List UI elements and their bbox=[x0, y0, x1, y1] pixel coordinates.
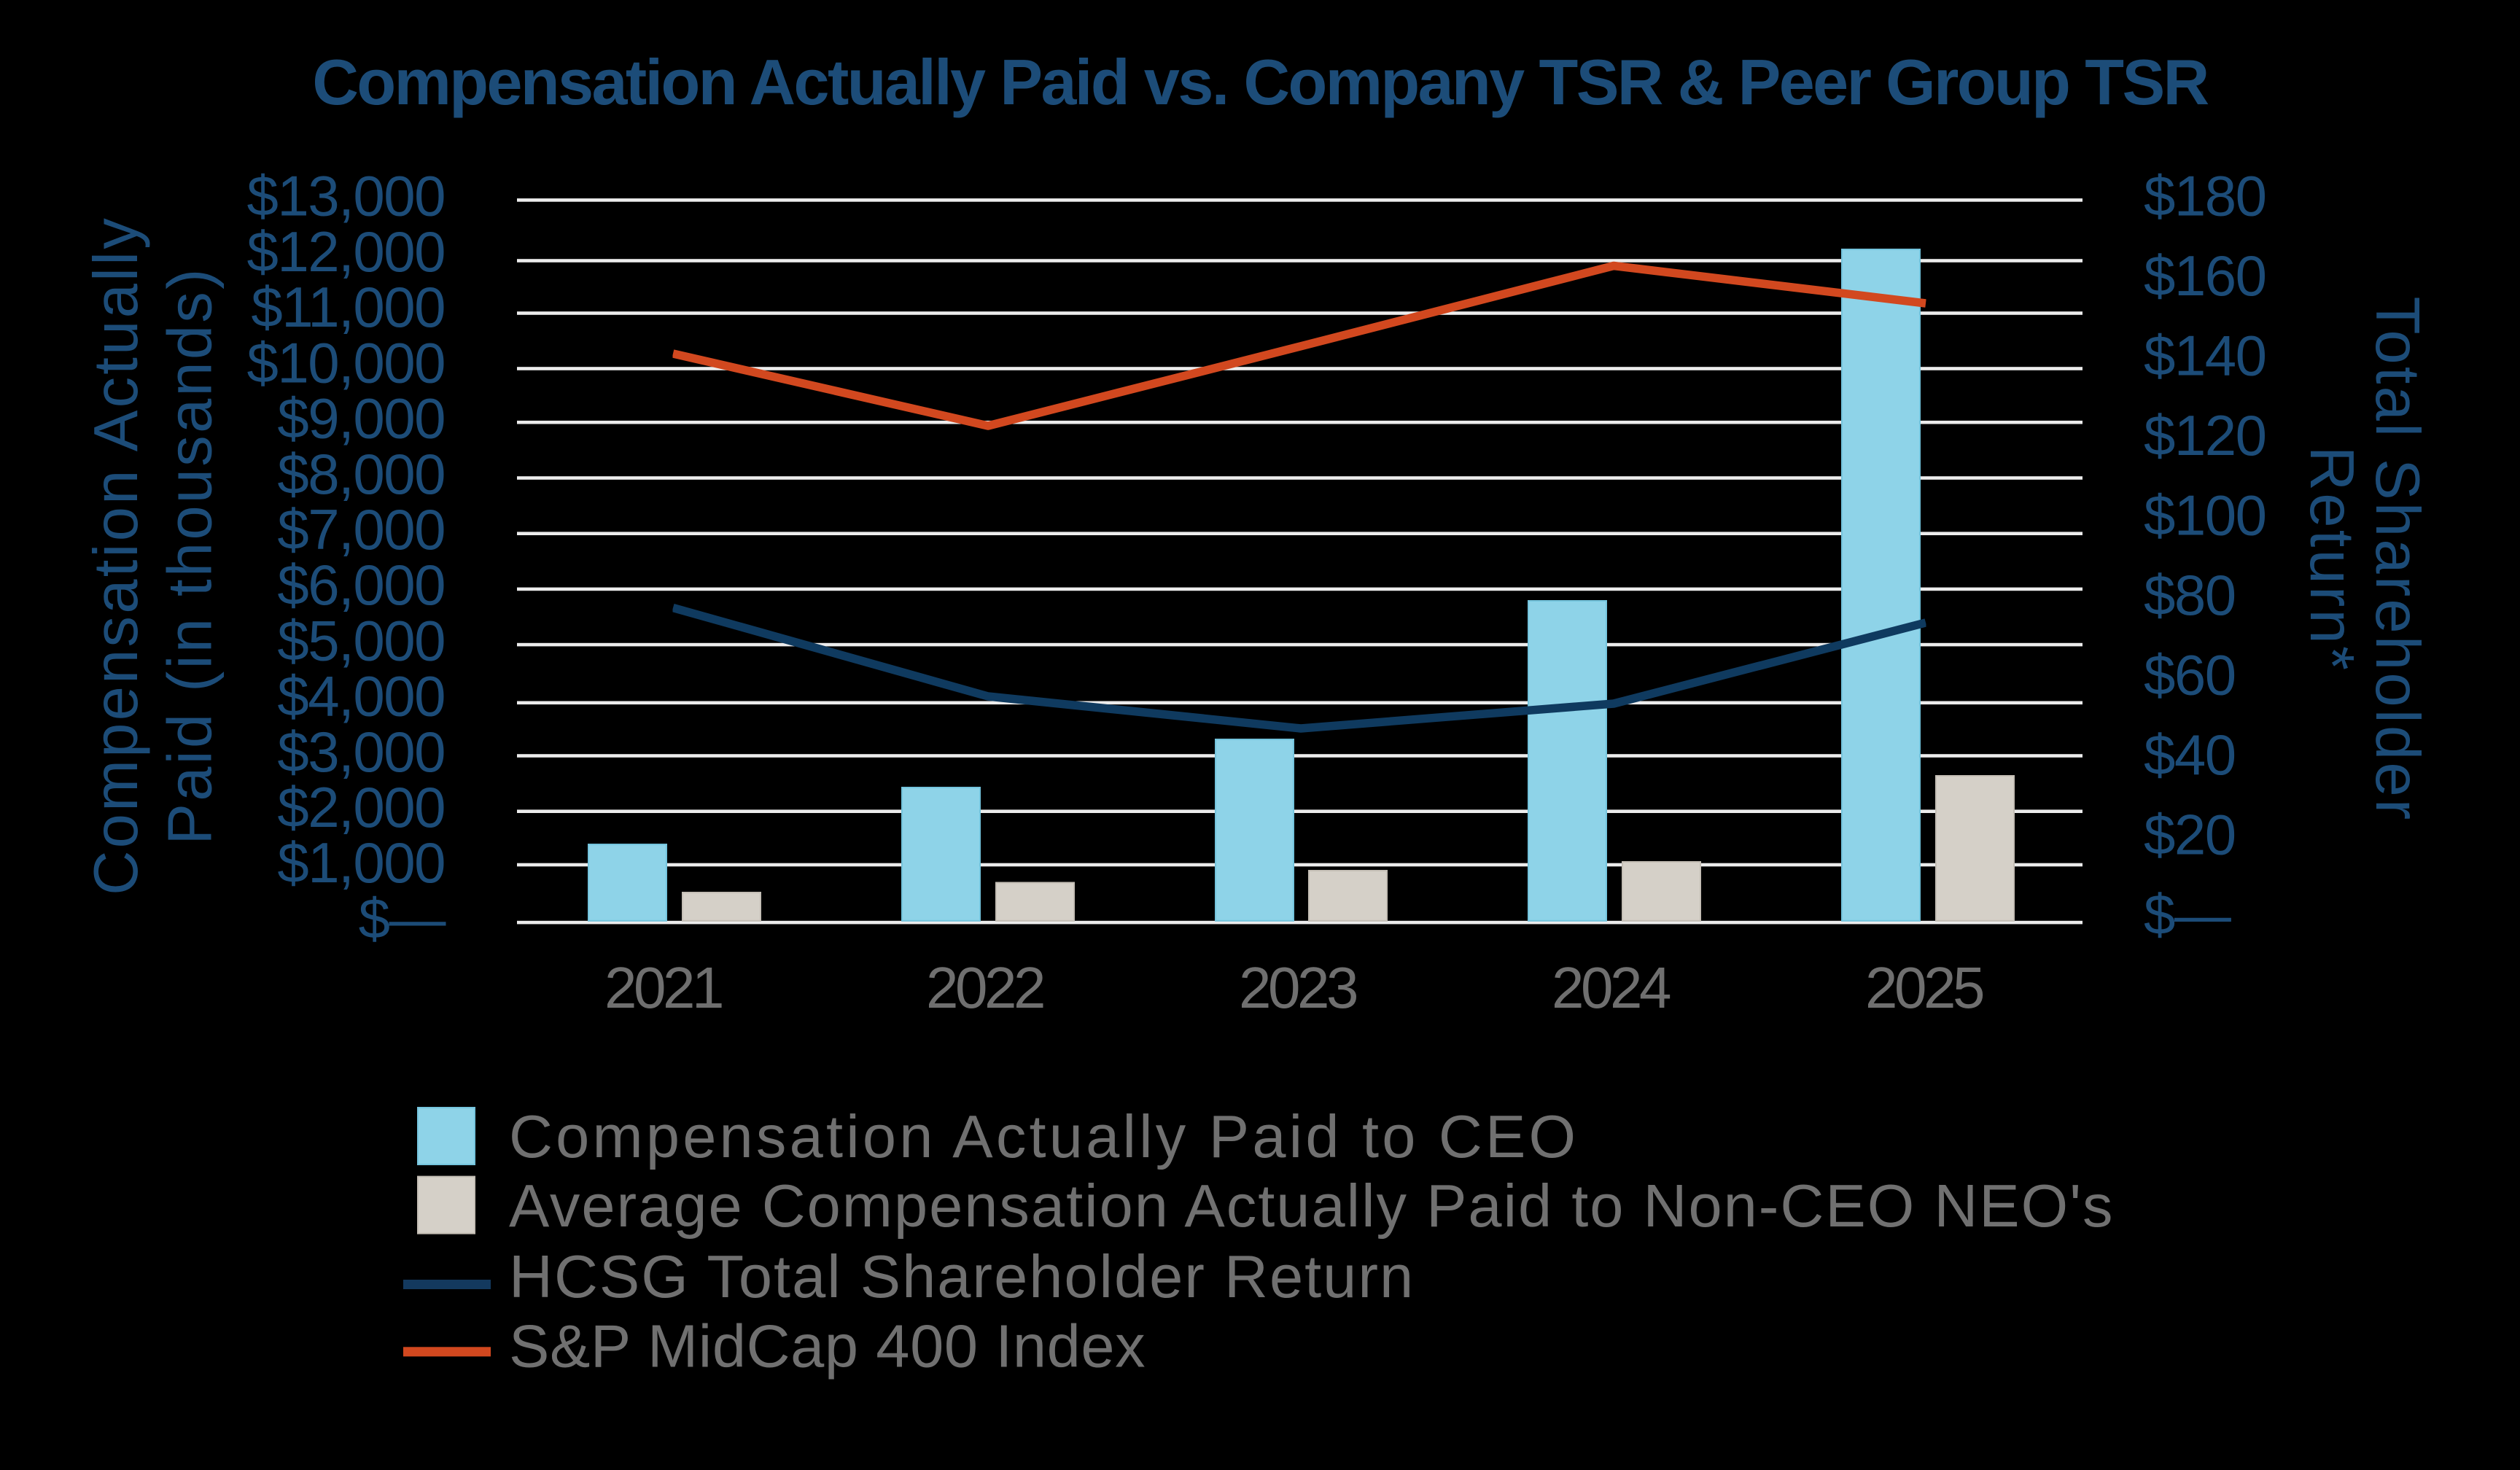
svg-text:$10,000: $10,000 bbox=[247, 330, 445, 394]
svg-text:$4,000: $4,000 bbox=[277, 664, 445, 728]
svg-text:$—: $— bbox=[359, 886, 446, 950]
svg-text:$180: $180 bbox=[2144, 164, 2266, 228]
svg-text:$6,000: $6,000 bbox=[277, 553, 445, 617]
svg-text:$8,000: $8,000 bbox=[277, 442, 445, 506]
svg-text:$40: $40 bbox=[2144, 723, 2236, 787]
svg-text:$12,000: $12,000 bbox=[247, 219, 445, 284]
svg-text:$5,000: $5,000 bbox=[277, 608, 445, 672]
svg-text:2022: 2022 bbox=[926, 955, 1043, 1020]
svg-text:$140: $140 bbox=[2144, 324, 2266, 388]
svg-text:$—: $— bbox=[2144, 882, 2231, 946]
svg-text:$13,000: $13,000 bbox=[247, 164, 445, 228]
svg-text:2024: 2024 bbox=[1552, 955, 1671, 1020]
svg-text:$100: $100 bbox=[2144, 483, 2266, 548]
svg-text:$11,000: $11,000 bbox=[251, 275, 445, 339]
svg-text:HCSG Total Shareholder Return: HCSG Total Shareholder Return bbox=[509, 1242, 1415, 1310]
svg-text:$1,000: $1,000 bbox=[277, 831, 445, 895]
svg-text:$80: $80 bbox=[2144, 563, 2236, 627]
svg-text:$160: $160 bbox=[2144, 244, 2266, 308]
svg-text:$3,000: $3,000 bbox=[277, 720, 445, 784]
svg-text:Compensation Actually Paid to: Compensation Actually Paid to CEO bbox=[509, 1102, 1579, 1170]
svg-text:$120: $120 bbox=[2144, 403, 2266, 467]
svg-text:$20: $20 bbox=[2144, 802, 2236, 866]
svg-text:$2,000: $2,000 bbox=[277, 775, 445, 839]
svg-text:$7,000: $7,000 bbox=[277, 497, 445, 561]
svg-text:Compensation ActuallyPaid (in: Compensation ActuallyPaid (in thousands) bbox=[82, 216, 225, 895]
svg-text:S&P MidCap 400 Index: S&P MidCap 400 Index bbox=[509, 1312, 1146, 1380]
svg-text:2021: 2021 bbox=[604, 955, 722, 1020]
svg-text:2025: 2025 bbox=[1865, 955, 1983, 1020]
svg-text:Compensation Actually Paid vs.: Compensation Actually Paid vs. Company T… bbox=[312, 46, 2208, 118]
svg-text:$60: $60 bbox=[2144, 642, 2236, 707]
svg-text:$9,000: $9,000 bbox=[277, 386, 445, 451]
svg-text:Total ShareholderReturn*: Total ShareholderReturn* bbox=[2297, 297, 2432, 822]
svg-text:Average Compensation Actually: Average Compensation Actually Paid to No… bbox=[509, 1172, 2115, 1240]
svg-text:2023: 2023 bbox=[1239, 955, 1356, 1020]
